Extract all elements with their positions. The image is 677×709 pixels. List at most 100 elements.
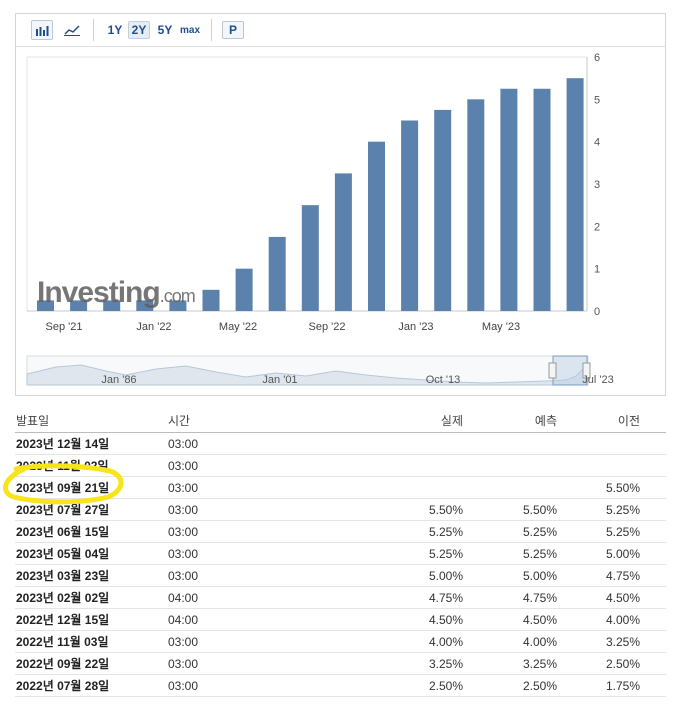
bar[interactable] [202,289,220,311]
row-date: 2022년 07월 28일 [16,679,110,693]
row-time: 04:00 [168,590,199,605]
y-tick-label: 1 [594,264,600,276]
bar[interactable] [301,205,319,311]
history-table: 발표일 시간 실제 예측 이전 2023년 12월 14일 03:00 2023년 … [15,408,666,697]
table-row: 2023년 02월 02일 04:00 4.75% 4.75% 4.50% [15,587,666,609]
row-actual: 5.50% [428,502,463,517]
row-actual: 2.50% [428,678,463,693]
range-5y-button[interactable]: 5Y [157,23,173,37]
bar[interactable] [401,120,419,312]
bar[interactable] [268,236,286,311]
table-row: 2022년 07월 28일 03:00 2.50% 2.50% 1.75% [15,675,666,697]
x-tick-label: Jan '22 [136,321,171,333]
bar-chart-icon[interactable] [31,20,53,40]
row-date: 2023년 05월 04일 [16,547,110,561]
bar[interactable] [434,109,452,311]
row-date: 2023년 06월 15일 [16,525,110,539]
header-time[interactable]: 시간 [168,413,191,428]
x-tick-label: Sep '21 [46,321,83,333]
bar[interactable] [467,99,485,311]
bar[interactable] [169,300,187,311]
range-2y-button[interactable]: 2Y [128,21,150,39]
table-row: 2022년 11월 03일 03:00 4.00% 4.00% 3.25% [15,631,666,653]
bar[interactable] [334,173,352,311]
row-actual: 5.00% [428,568,463,583]
bar[interactable] [533,88,551,311]
p-button[interactable]: P [222,21,244,39]
x-tick-label: May '22 [219,321,257,333]
navigator-handle-right[interactable] [582,362,591,379]
row-date: 2022년 11월 03일 [16,635,109,649]
bar[interactable] [37,300,54,311]
row-forecast: 4.00% [522,634,557,649]
bar[interactable] [136,300,154,311]
navigator-label: Jan '01 [262,374,297,386]
x-axis: Sep '21 Jan '22 May '22 Sep '22 Jan '23 May '… [46,321,521,333]
row-date: 2023년 02월 02일 [16,591,110,605]
range-1y-button[interactable]: 1Y [107,23,123,37]
row-time: 03:00 [168,634,199,649]
header-forecast[interactable]: 예측 [534,413,557,428]
navigator-handle-left[interactable] [548,362,557,379]
row-previous: 5.00% [605,546,640,561]
row-date: 2022년 12월 15일 [16,613,110,627]
y-tick-label: 0 [594,306,600,318]
bar[interactable] [368,141,385,311]
row-time: 03:00 [168,480,199,495]
table-header: 발표일 시간 실제 예측 이전 [15,408,666,433]
row-actual: 4.50% [428,612,463,627]
row-previous: 4.75% [605,568,640,583]
y-tick-label: 4 [594,137,600,149]
row-forecast: 5.25% [522,546,557,561]
bar[interactable] [235,268,253,311]
row-time: 03:00 [168,458,199,473]
navigator-selection[interactable] [552,355,588,386]
row-forecast: 2.50% [522,678,557,693]
header-date[interactable]: 발표일 [16,413,50,428]
row-previous: 2.50% [605,656,640,671]
header-actual[interactable]: 실제 [440,413,463,428]
row-actual: 4.00% [428,634,463,649]
row-forecast: 5.00% [522,568,557,583]
y-tick-label: 6 [594,52,600,64]
row-previous: 4.00% [605,612,640,627]
row-date: 2023년 11월 02일 [16,459,109,473]
row-date: 2023년 07월 27일 [16,503,110,517]
toolbar-divider [93,19,94,41]
bar[interactable] [566,78,584,312]
row-actual: 5.25% [428,524,463,539]
chart-panel: 1Y 2Y 5Y max P 0 1 2 3 4 5 6 Sep '21 Jan '22 May… [15,13,666,396]
navigator-labels: Jan '86 Jan '01 Oct '13 Jul '23 [101,374,613,386]
y-tick-label: 2 [594,221,600,233]
row-previous: 5.50% [605,480,640,495]
row-forecast: 5.25% [522,524,557,539]
row-forecast: 4.75% [522,590,557,605]
y-axis: 0 1 2 3 4 5 6 [594,52,600,318]
range-max-button[interactable]: max [179,24,200,36]
table-row: 2023년 06월 15일 03:00 5.25% 5.25% 5.25% [15,521,666,543]
y-tick-label: 3 [594,179,600,191]
bar[interactable] [103,300,121,311]
line-chart-icon[interactable] [61,20,83,40]
row-previous: 4.50% [605,590,640,605]
navigator-series [26,363,588,386]
navigator-label: Jan '86 [101,374,136,386]
row-forecast: 4.50% [522,612,557,627]
navigator-label: Jul '23 [582,374,613,386]
row-forecast: 3.25% [522,656,557,671]
navigator[interactable]: Jan '86 Jan '01 Oct '13 Jul '23 [26,355,614,386]
row-actual: 4.75% [428,590,463,605]
row-time: 03:00 [168,502,199,517]
bars-group [37,78,584,312]
table-row: 2023년 11월 02일 03:00 [15,455,666,477]
row-previous: 5.25% [605,502,640,517]
bar[interactable] [70,300,88,311]
header-previous[interactable]: 이전 [617,413,640,428]
row-actual: 3.25% [428,656,463,671]
bar[interactable] [500,88,518,311]
table-row: 2023년 09월 21일 03:00 5.50% [15,477,666,499]
row-date: 2023년 03월 23일 [16,569,110,583]
bar-chart: 0 1 2 3 4 5 6 Sep '21 Jan '22 May '22 Sep '22 Jan … [26,52,614,386]
y-tick-label: 5 [594,94,600,106]
row-time: 03:00 [168,656,199,671]
